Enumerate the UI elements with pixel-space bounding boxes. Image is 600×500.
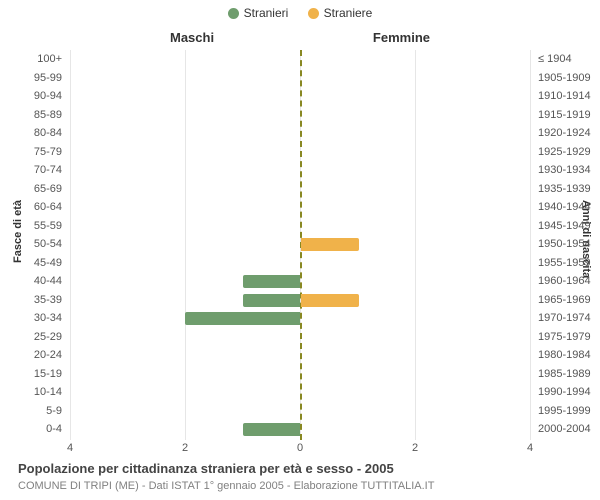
age-label: 40-44 — [34, 272, 62, 291]
table-row: 55-591945-1949 — [70, 217, 530, 236]
table-row: 0-42000-2004 — [70, 420, 530, 439]
birth-year-label: 1920-1924 — [538, 124, 591, 143]
bar-male — [243, 275, 301, 288]
birth-year-label: 1990-1994 — [538, 383, 591, 402]
table-row: 35-391965-1969 — [70, 291, 530, 310]
table-row: 10-141990-1994 — [70, 383, 530, 402]
birth-year-label: 1930-1934 — [538, 161, 591, 180]
birth-year-label: 1975-1979 — [538, 328, 591, 347]
table-row: 40-441960-1964 — [70, 272, 530, 291]
birth-year-label: 1985-1989 — [538, 365, 591, 384]
table-row: 65-691935-1939 — [70, 180, 530, 199]
chart-caption: Popolazione per cittadinanza straniera p… — [18, 461, 394, 476]
age-label: 35-39 — [34, 291, 62, 310]
bar-male — [243, 294, 301, 307]
age-label: 80-84 — [34, 124, 62, 143]
birth-year-label: 1935-1939 — [538, 180, 591, 199]
table-row: 80-841920-1924 — [70, 124, 530, 143]
age-label: 20-24 — [34, 346, 62, 365]
legend-label-female: Straniere — [324, 6, 373, 20]
age-label: 65-69 — [34, 180, 62, 199]
birth-year-label: 1980-1984 — [538, 346, 591, 365]
birth-year-label: 1955-1959 — [538, 254, 591, 273]
bar-female — [301, 294, 359, 307]
age-label: 95-99 — [34, 69, 62, 88]
column-title-male: Maschi — [170, 30, 214, 45]
birth-year-label: 1910-1914 — [538, 87, 591, 106]
age-label: 0-4 — [46, 420, 62, 439]
x-tick-label: 2 — [175, 442, 195, 454]
column-title-female: Femmine — [373, 30, 430, 45]
table-row: 30-341970-1974 — [70, 309, 530, 328]
birth-year-label: 1965-1969 — [538, 291, 591, 310]
chart-subcaption: COMUNE DI TRIPI (ME) - Dati ISTAT 1° gen… — [18, 480, 434, 492]
bar-male — [243, 423, 301, 436]
age-label: 50-54 — [34, 235, 62, 254]
age-label: 10-14 — [34, 383, 62, 402]
age-label: 100+ — [37, 50, 62, 69]
legend-item-female: Straniere — [308, 6, 373, 20]
table-row: 45-491955-1959 — [70, 254, 530, 273]
table-row: 90-941910-1914 — [70, 87, 530, 106]
age-label: 85-89 — [34, 106, 62, 125]
table-row: 60-641940-1944 — [70, 198, 530, 217]
table-row: 85-891915-1919 — [70, 106, 530, 125]
table-row: 70-741930-1934 — [70, 161, 530, 180]
legend-swatch-male — [228, 8, 239, 19]
table-row: 15-191985-1989 — [70, 365, 530, 384]
table-row: 20-241980-1984 — [70, 346, 530, 365]
table-row: 95-991905-1909 — [70, 69, 530, 88]
age-label: 15-19 — [34, 365, 62, 384]
birth-year-label: ≤ 1904 — [538, 50, 572, 69]
birth-year-label: 1905-1909 — [538, 69, 591, 88]
birth-year-label: 1950-1954 — [538, 235, 591, 254]
table-row: 5-91995-1999 — [70, 402, 530, 421]
x-tick-label: 4 — [520, 442, 540, 454]
table-row: 25-291975-1979 — [70, 328, 530, 347]
x-tick-label: 0 — [290, 442, 310, 454]
legend-label-male: Stranieri — [244, 6, 289, 20]
age-label: 75-79 — [34, 143, 62, 162]
birth-year-label: 1970-1974 — [538, 309, 591, 328]
birth-year-label: 2000-2004 — [538, 420, 591, 439]
birth-year-label: 1940-1944 — [538, 198, 591, 217]
age-label: 45-49 — [34, 254, 62, 273]
bar-female — [301, 238, 359, 251]
age-label: 90-94 — [34, 87, 62, 106]
birth-year-label: 1945-1949 — [538, 217, 591, 236]
age-label: 25-29 — [34, 328, 62, 347]
plot-area: 100+≤ 190495-991905-190990-941910-191485… — [70, 50, 530, 440]
birth-year-label: 1915-1919 — [538, 106, 591, 125]
birth-year-label: 1995-1999 — [538, 402, 591, 421]
age-label: 5-9 — [46, 402, 62, 421]
legend: Stranieri Straniere — [0, 6, 600, 22]
legend-swatch-female — [308, 8, 319, 19]
population-pyramid-chart: Stranieri Straniere Maschi Femmine Fasce… — [0, 0, 600, 500]
birth-year-label: 1960-1964 — [538, 272, 591, 291]
x-tick-label: 4 — [60, 442, 80, 454]
age-label: 30-34 — [34, 309, 62, 328]
x-tick-label: 2 — [405, 442, 425, 454]
bar-male — [185, 312, 300, 325]
age-label: 70-74 — [34, 161, 62, 180]
grid-line — [530, 50, 531, 440]
table-row: 75-791925-1929 — [70, 143, 530, 162]
age-label: 55-59 — [34, 217, 62, 236]
table-row: 50-541950-1954 — [70, 235, 530, 254]
birth-year-label: 1925-1929 — [538, 143, 591, 162]
legend-item-male: Stranieri — [228, 6, 289, 20]
age-label: 60-64 — [34, 198, 62, 217]
y-axis-title-left: Fasce di età — [12, 200, 24, 263]
table-row: 100+≤ 1904 — [70, 50, 530, 69]
